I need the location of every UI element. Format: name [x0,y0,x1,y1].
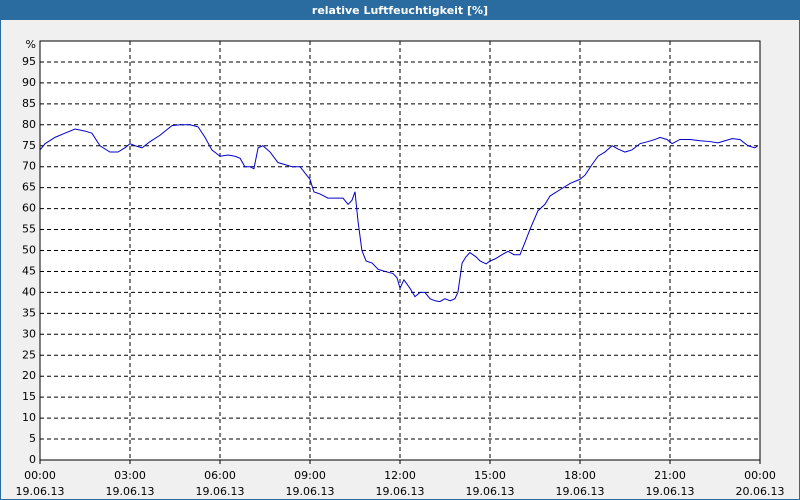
y-tick-label: 85 [22,97,36,110]
y-tick-label: 50 [22,244,36,257]
y-tick-label: 95 [22,55,36,68]
x-tick-label: 06:00 19.06.13 [196,469,245,498]
y-tick-label: 90 [22,76,36,89]
y-tick-label: 20 [22,369,36,382]
y-tick-label: 75 [22,139,36,152]
y-tick-label: 30 [22,327,36,340]
x-tick-label: 15:00 19.06.13 [466,469,515,498]
y-tick-label: 55 [22,223,36,236]
y-tick-label: 45 [22,264,36,277]
x-tick-label: 18:00 19.06.13 [556,469,605,498]
x-tick-label: 09:00 19.06.13 [286,469,335,498]
x-tick-label: 00:00 19.06.13 [16,469,65,498]
title-bar [0,0,800,20]
x-tick-label: 00:00 20.06.13 [736,469,785,498]
y-tick-label: 35 [22,306,36,319]
y-tick-label: 5 [29,432,36,445]
y-tick-label: 25 [22,348,36,361]
x-tick-label: 12:00 19.06.13 [376,469,425,498]
y-tick-label: 70 [22,160,36,173]
y-tick-label: 60 [22,202,36,215]
y-tick-label: 15 [22,390,36,403]
y-tick-label: 10 [22,411,36,424]
plot-border [39,40,761,461]
y-tick-label: 0 [29,453,36,466]
x-tick-label: 03:00 19.06.13 [106,469,155,498]
data-line [39,124,759,303]
x-tick-label: 21:00 19.06.13 [646,469,695,498]
y-tick-label: % [26,38,36,51]
y-tick-label: 65 [22,181,36,194]
y-tick-label: 80 [22,118,36,131]
chart-title: relative Luftfeuchtigkeit [%] [312,4,488,17]
y-tick-label: 40 [22,285,36,298]
